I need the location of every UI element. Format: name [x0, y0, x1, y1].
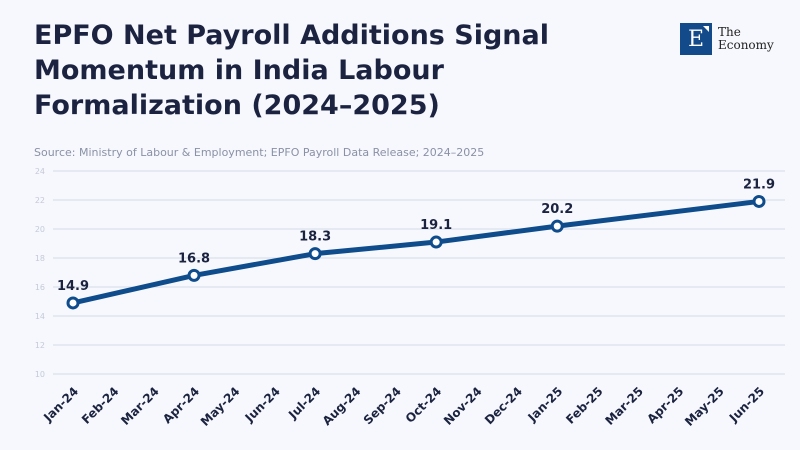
x-tick-label: Jan-24 — [40, 384, 81, 425]
source-note: Source: Ministry of Labour & Employment;… — [34, 146, 485, 159]
y-tick-label: 16 — [35, 283, 45, 292]
data-label: 16.8 — [178, 251, 210, 266]
x-tick-label: Apr-24 — [160, 384, 202, 426]
y-tick-label: 24 — [35, 167, 45, 176]
y-tick-label: 14 — [35, 312, 45, 321]
logo-text-line2: Economy — [718, 38, 774, 52]
logo-mark: E — [680, 23, 712, 55]
data-point — [187, 268, 201, 282]
logo-text-line1: The — [718, 25, 741, 39]
y-tick-label: 12 — [35, 341, 45, 350]
x-tick-label: May-24 — [198, 384, 243, 429]
x-tick-label: Nov-24 — [441, 384, 485, 428]
x-tick-label: Feb-25 — [563, 384, 606, 427]
x-tick-label: Aug-24 — [320, 384, 364, 428]
data-point — [66, 296, 80, 310]
data-label: 18.3 — [299, 230, 331, 245]
data-label: 19.1 — [420, 218, 452, 233]
x-tick-label: Mar-24 — [118, 384, 162, 428]
data-label: 20.2 — [541, 202, 573, 217]
x-tick-label: Feb-24 — [79, 384, 122, 427]
x-tick-label: Jul-24 — [285, 384, 323, 422]
data-point — [550, 219, 564, 233]
y-tick-label: 20 — [35, 225, 45, 234]
data-line — [72, 198, 760, 306]
the-economy-logo: E The Economy — [680, 23, 774, 55]
data-label: 14.9 — [57, 279, 89, 294]
x-tick-label: May-25 — [682, 384, 727, 429]
x-tick-label: Jun-24 — [242, 384, 283, 425]
x-tick-label: Mar-25 — [602, 384, 646, 428]
data-point — [752, 194, 766, 208]
x-tick-label: Apr-25 — [644, 384, 686, 426]
x-tick-label: Sep-24 — [361, 384, 404, 427]
x-tick-label: Dec-24 — [482, 384, 525, 427]
x-tick-label: Jan-25 — [524, 384, 565, 425]
data-point — [308, 247, 322, 261]
data-label: 21.9 — [743, 177, 775, 192]
chart-title: EPFO Net Payroll Additions Signal Moment… — [34, 20, 550, 121]
data-point — [429, 235, 443, 249]
y-tick-label: 10 — [35, 370, 45, 379]
y-tick-label: 18 — [35, 254, 45, 263]
x-tick-label: Jun-25 — [726, 384, 767, 425]
y-tick-label: 22 — [35, 196, 45, 205]
x-tick-label: Oct-24 — [403, 384, 445, 426]
